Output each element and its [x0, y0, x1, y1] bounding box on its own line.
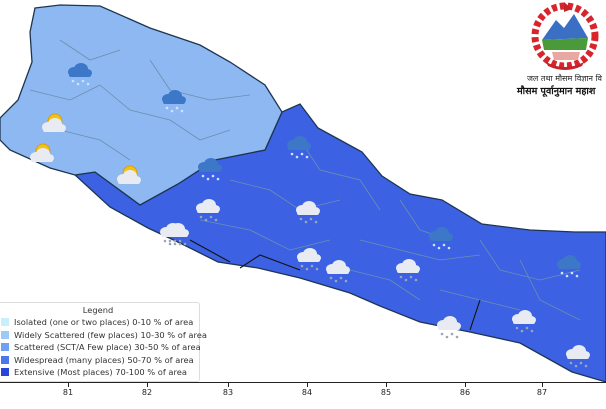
x-tick-mark	[147, 383, 148, 387]
nepal-emblem-logo	[528, 2, 603, 72]
x-axis-line	[0, 382, 606, 383]
district-line	[199, 219, 331, 251]
legend: Legend Isolated (one or two places) 0-10…	[0, 302, 207, 382]
province-boundary	[239, 254, 301, 271]
district-boundaries	[29, 39, 581, 331]
legend-swatch	[1, 355, 9, 364]
snow-rain-cloud-icon	[566, 345, 590, 368]
legend-label: Widespread (many places) 50-70 % of area	[14, 354, 194, 365]
legend-title: Legend	[82, 305, 114, 315]
sun-cloud-icon	[117, 165, 141, 184]
district-line	[29, 84, 101, 101]
legend-swatch	[1, 368, 9, 377]
x-tick-label: 81	[62, 388, 74, 397]
rain-cloud-icon	[162, 90, 186, 113]
rain-cloud-icon	[68, 63, 92, 86]
x-tick-label: 82	[141, 388, 153, 397]
legend-swatch	[1, 343, 9, 352]
snow-rain-cloud-icon	[437, 316, 461, 339]
x-tick-label: 85	[380, 388, 392, 397]
snow-rain-cloud-icon	[165, 223, 189, 246]
district-line	[349, 269, 421, 301]
snow-rain-cloud-icon	[296, 201, 320, 224]
snow-rain-cloud-icon	[326, 260, 350, 283]
snow-rain-cloud-icon	[396, 259, 420, 282]
district-line	[149, 59, 251, 101]
x-tick-mark	[68, 383, 69, 387]
rain-cloud-icon	[557, 255, 581, 278]
legend-label: Isolated (one or two places) 0-10 % of a…	[14, 317, 194, 328]
sun-cloud-icon	[42, 113, 66, 132]
x-tick-label: 83	[222, 388, 234, 397]
org-name-line2: मौसम पूर्वानुमान महाश	[517, 86, 596, 97]
district-line	[519, 259, 581, 321]
legend-item: Widely Scattered (few places) 10-30 % of…	[1, 329, 207, 342]
legend-item: Widespread (many places) 50-70 % of area	[1, 354, 195, 367]
snow-rain-cloud-icon	[196, 199, 220, 222]
x-tick-mark	[228, 383, 229, 387]
district-line	[359, 239, 481, 261]
legend-swatch	[1, 330, 9, 339]
legend-item: Extensive (Most places) 70-100 % of area	[1, 366, 195, 379]
rain-cloud-icon	[287, 136, 311, 159]
legend-label: Scattered (SCT/A Few place) 30-50 % of a…	[14, 342, 201, 353]
x-tick-mark	[307, 383, 308, 387]
district-line	[479, 239, 581, 281]
district-line	[59, 129, 131, 161]
x-tick-label: 84	[301, 388, 313, 397]
snow-rain-cloud-icon	[297, 248, 321, 271]
district-line	[59, 39, 121, 61]
province-boundary	[469, 299, 481, 331]
weather-icons	[30, 63, 590, 368]
x-tick-mark	[386, 383, 387, 387]
district-line	[299, 139, 381, 211]
district-line	[99, 84, 171, 121]
legend-item: Isolated (one or two places) 0-10 % of a…	[1, 316, 195, 329]
district-line	[169, 119, 231, 141]
rain-cloud-icon	[198, 158, 222, 181]
snow-rain-cloud-icon	[512, 310, 536, 333]
province-boundary	[189, 239, 231, 263]
sun-cloud-icon	[30, 143, 54, 162]
legend-label: Extensive (Most places) 70-100 % of area	[14, 367, 187, 378]
legend-swatch	[1, 318, 9, 327]
org-name-line1: जल तथा मौसम विज्ञान वि	[527, 74, 603, 83]
x-tick-label: 87	[536, 388, 548, 397]
district-line	[229, 179, 341, 211]
x-tick-mark	[542, 383, 543, 387]
legend-item: Scattered (SCT/A Few place) 30-50 % of a…	[1, 341, 201, 354]
rain-cloud-icon	[429, 227, 453, 250]
x-tick-mark	[465, 383, 466, 387]
region-widely-scattered-west	[0, 4, 283, 206]
x-tick-label: 86	[459, 388, 471, 397]
legend-label: Widely Scattered (few places) 10-30 % of…	[14, 329, 207, 340]
